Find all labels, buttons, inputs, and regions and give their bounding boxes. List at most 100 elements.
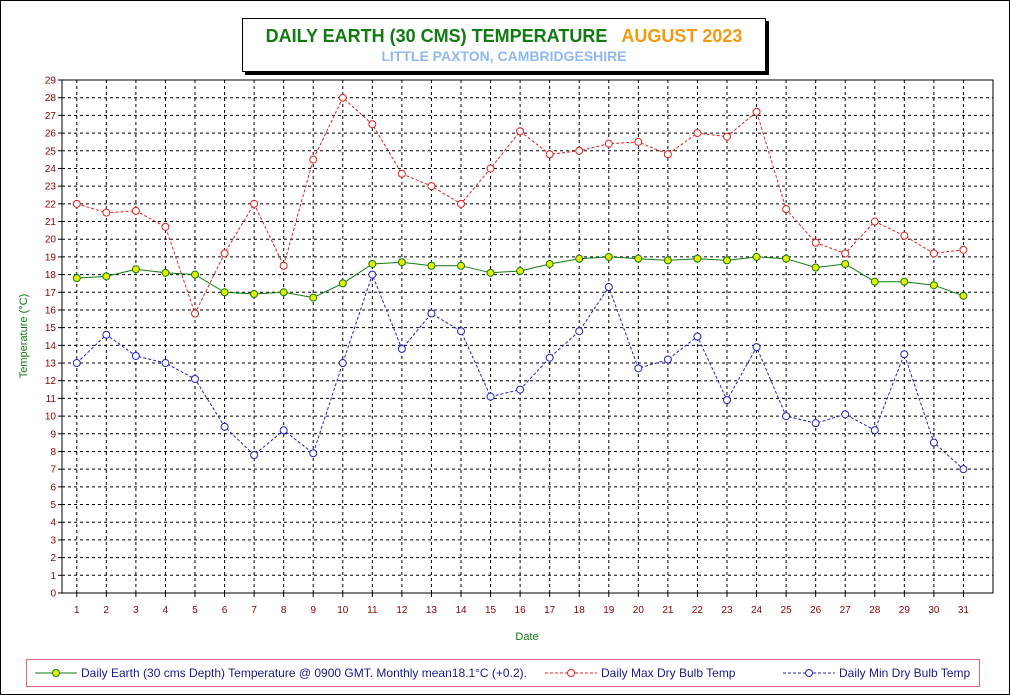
data-point-min: [427, 309, 436, 318]
y-tick-label: 26: [45, 129, 57, 140]
data-point-min: [309, 449, 318, 458]
y-tick-label: 14: [45, 341, 57, 352]
data-point-max: [900, 231, 909, 240]
x-tick-label: 25: [781, 605, 793, 616]
data-point-min: [604, 282, 613, 291]
y-tick-label: 4: [50, 518, 56, 529]
legend-item-earth: Daily Earth (30 cms Depth) Temperature @…: [35, 660, 527, 686]
data-point-min: [870, 426, 879, 435]
y-tick-label: 17: [45, 288, 57, 299]
data-point-earth: [397, 258, 406, 267]
data-point-earth: [693, 254, 702, 263]
legend: Daily Earth (30 cms Depth) Temperature @…: [26, 659, 980, 687]
legend-earth-swatch: [35, 669, 77, 677]
data-point-earth: [279, 288, 288, 297]
x-tick-label: 31: [958, 605, 970, 616]
x-tick-label: 3: [133, 605, 139, 616]
y-tick-labels: 0123456789101112131415161718192021222324…: [45, 76, 57, 600]
x-tick-label: 27: [840, 605, 852, 616]
data-point-min: [279, 426, 288, 435]
data-point-max: [220, 249, 229, 258]
x-tick-label: 23: [721, 605, 733, 616]
data-point-earth: [338, 279, 347, 288]
x-tick-label: 19: [603, 605, 615, 616]
data-point-earth: [516, 267, 525, 276]
data-point-max: [191, 309, 199, 318]
data-point-max: [279, 261, 288, 270]
data-point-earth: [663, 256, 672, 265]
data-point-max: [752, 107, 761, 116]
data-point-earth: [634, 254, 643, 263]
y-tick-label: 0: [50, 589, 56, 600]
data-point-max: [161, 222, 170, 231]
data-point-earth: [723, 256, 731, 265]
grid: [62, 79, 993, 593]
y-tick-label: 28: [45, 93, 57, 104]
data-point-max: [663, 150, 672, 159]
data-point-earth: [870, 277, 879, 286]
data-point-earth: [900, 277, 909, 286]
data-point-earth: [161, 268, 170, 277]
x-tick-label: 6: [222, 605, 228, 616]
x-tick-label: 15: [485, 605, 497, 616]
y-tick-label: 27: [45, 111, 57, 122]
data-point-max: [72, 199, 81, 208]
data-point-max: [959, 245, 968, 254]
y-tick-label: 2: [50, 553, 56, 564]
data-point-min: [900, 350, 909, 359]
data-point-min: [102, 330, 111, 339]
data-point-max: [516, 127, 525, 136]
x-tick-label: 30: [928, 605, 940, 616]
data-point-min: [929, 438, 938, 447]
data-point-earth: [604, 252, 613, 261]
data-point-max: [309, 155, 318, 164]
x-tick-label: 12: [396, 605, 408, 616]
y-tick-label: 13: [45, 359, 57, 370]
series-layer: [72, 93, 968, 474]
data-point-min: [959, 465, 968, 474]
data-point-earth: [309, 293, 318, 302]
chart-month: AUGUST 2023: [621, 26, 743, 46]
data-point-max: [811, 238, 820, 247]
y-tick-label: 3: [50, 535, 56, 546]
data-point-max: [131, 206, 140, 215]
y-tick-label: 22: [45, 199, 57, 210]
x-tick-label: 14: [455, 605, 467, 616]
data-point-earth: [102, 272, 111, 281]
data-point-min: [634, 364, 643, 373]
data-point-max: [397, 169, 406, 178]
legend-item-max: Daily Max Dry Bulb Temp: [545, 660, 735, 686]
x-tick-label: 4: [163, 605, 169, 616]
data-point-max: [457, 199, 465, 208]
y-tick-label: 15: [45, 323, 57, 334]
data-point-min: [693, 332, 702, 341]
data-point-max: [427, 182, 436, 191]
x-tick-labels: 1 2 3 4 5 6 7 8 9 10 11 12 13 14 15 16 17 18 19 20 21 22 23 24 2…: [74, 605, 969, 616]
data-point-min: [250, 451, 259, 460]
chart-title: DAILY EARTH (30 CMS) TEMPERATURE: [265, 26, 608, 46]
data-point-max: [723, 132, 731, 141]
data-point-earth: [782, 254, 791, 263]
y-tick-label: 16: [45, 305, 57, 316]
data-point-earth: [131, 265, 140, 274]
data-point-max: [782, 205, 791, 214]
y-tick-label: 10: [45, 412, 57, 423]
x-tick-label: 7: [251, 605, 257, 616]
x-tick-label: 29: [899, 605, 911, 616]
y-tick-label: 9: [50, 429, 56, 440]
data-point-min: [220, 422, 229, 431]
data-point-min: [72, 359, 81, 368]
data-point-min: [338, 359, 347, 368]
axes: [58, 79, 994, 597]
y-tick-label: 8: [50, 447, 56, 458]
y-tick-label: 1: [50, 571, 56, 582]
x-tick-label: 20: [633, 605, 645, 616]
x-tick-label: 10: [337, 605, 349, 616]
legend-earth-label: Daily Earth (30 cms Depth) Temperature @…: [81, 666, 527, 680]
data-point-earth: [841, 259, 850, 268]
data-point-max: [368, 120, 377, 129]
data-point-earth: [457, 261, 465, 270]
data-point-max: [870, 217, 879, 226]
data-point-min: [545, 353, 554, 362]
data-point-max: [486, 164, 495, 173]
